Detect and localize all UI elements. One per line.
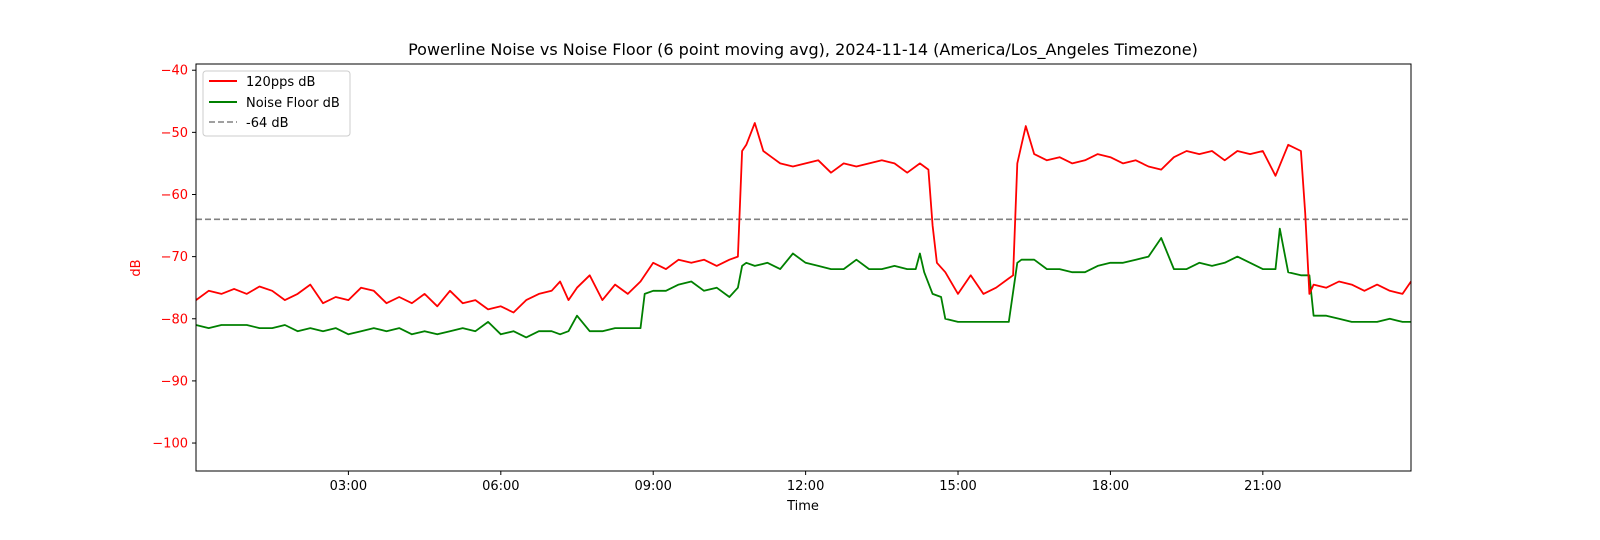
series-layer [195, 122, 1412, 339]
y-tick-label: −60 [161, 188, 188, 203]
y-tick-label: −90 [161, 374, 188, 389]
x-tick-label: 21:00 [1244, 479, 1281, 494]
y-axis: −40 −50 −60 −70 −80 −90 −100 [152, 64, 196, 452]
x-tick-label: 12:00 [787, 479, 824, 494]
x-tick-label: 15:00 [939, 479, 976, 494]
legend-label-120pps: 120pps dB [246, 75, 315, 90]
legend-box [202, 70, 351, 137]
y-tick-label: −70 [161, 250, 188, 265]
x-axis: 03:00 06:00 09:00 12:00 15:00 18:00 21:00 [330, 471, 1282, 494]
x-tick-label: 03:00 [330, 479, 367, 494]
chart-title: Powerline Noise vs Noise Floor (6 point … [408, 40, 1198, 60]
plot-frame [195, 63, 1412, 472]
legend: 120pps dB Noise Floor dB -64 dB [202, 70, 351, 137]
legend-label-noise-floor: Noise Floor dB [246, 96, 340, 111]
y-tick-label: −50 [161, 126, 188, 141]
x-tick-label: 09:00 [634, 479, 671, 494]
y-axis-label: dB [129, 259, 144, 276]
x-tick-label: 06:00 [482, 479, 519, 494]
series-line-noise-floor-db [195, 227, 1411, 339]
x-axis-label: Time [786, 499, 819, 514]
legend-label-threshold: -64 dB [246, 116, 289, 131]
x-tick-label: 18:00 [1092, 479, 1129, 494]
y-tick-label: −80 [161, 312, 188, 327]
series-line-120pps-db [195, 122, 1412, 314]
y-tick-label: −100 [152, 437, 188, 452]
y-tick-label: −40 [161, 64, 188, 79]
